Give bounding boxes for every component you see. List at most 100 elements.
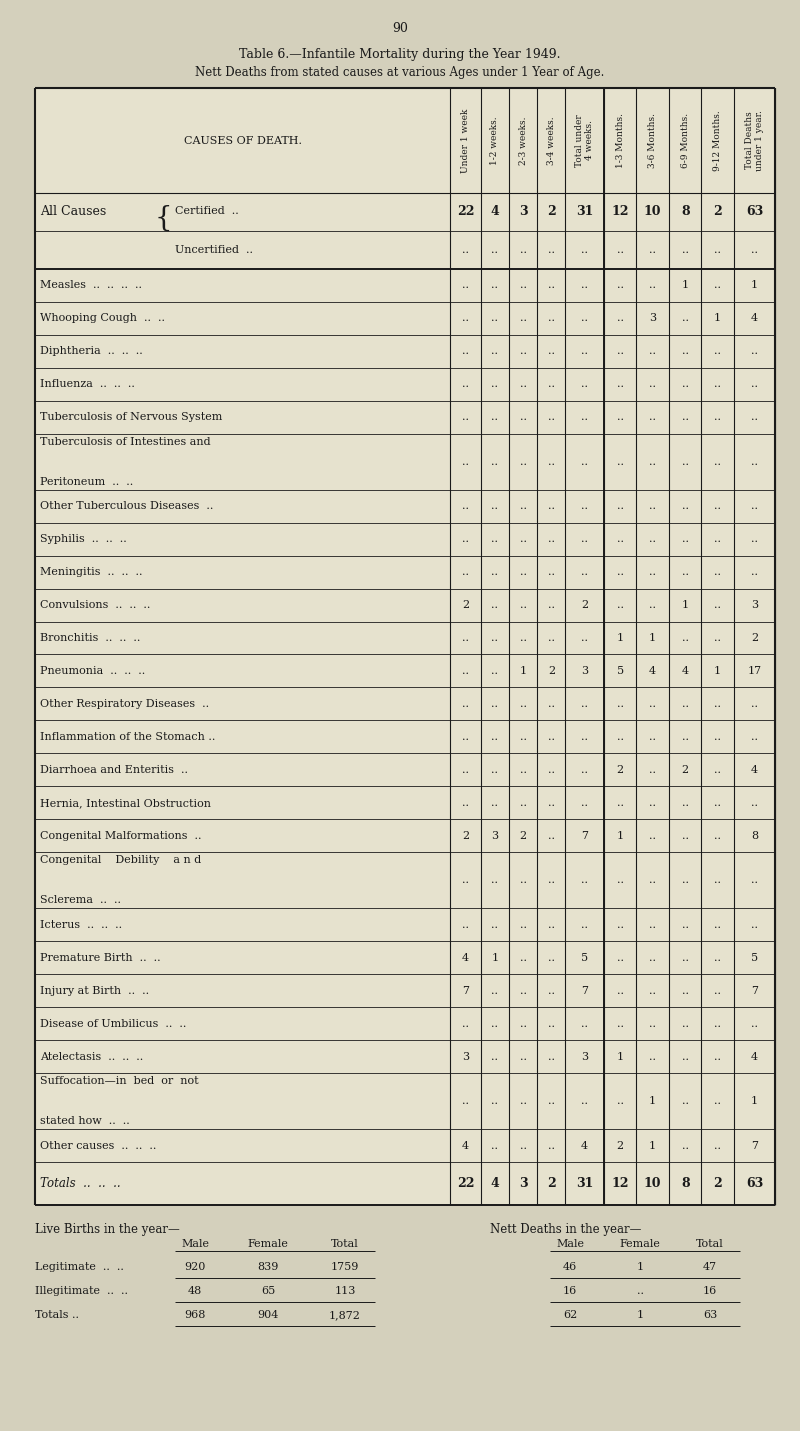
Text: ..: .. xyxy=(617,280,624,290)
Text: ..: .. xyxy=(751,876,758,886)
Text: ..: .. xyxy=(649,280,656,290)
Text: ..: .. xyxy=(649,920,656,930)
Text: Total under
4 weeks.: Total under 4 weeks. xyxy=(575,114,594,167)
Text: ..: .. xyxy=(548,534,555,544)
Text: Syphilis  ..  ..  ..: Syphilis .. .. .. xyxy=(40,534,126,544)
Text: 90: 90 xyxy=(392,21,408,34)
Text: ..: .. xyxy=(462,731,469,741)
Text: 4: 4 xyxy=(649,665,656,675)
Text: ..: .. xyxy=(714,798,721,809)
Text: 968: 968 xyxy=(184,1309,206,1319)
Text: Premature Birth  ..  ..: Premature Birth .. .. xyxy=(40,953,161,963)
Text: ..: .. xyxy=(714,831,721,841)
Text: ..: .. xyxy=(548,831,555,841)
Text: ..: .. xyxy=(714,953,721,963)
Text: ..: .. xyxy=(491,698,498,708)
Text: Tuberculosis of Intestines and: Tuberculosis of Intestines and xyxy=(40,436,210,446)
Text: ..: .. xyxy=(617,1096,624,1106)
Text: ..: .. xyxy=(520,379,526,389)
Text: ..: .. xyxy=(582,456,588,467)
Text: 2: 2 xyxy=(547,206,556,219)
Text: ..: .. xyxy=(520,534,526,544)
Text: ..: .. xyxy=(714,1019,721,1029)
Text: ..: .. xyxy=(582,920,588,930)
Text: ..: .. xyxy=(682,633,689,643)
Text: 5: 5 xyxy=(581,953,588,963)
Text: ..: .. xyxy=(462,534,469,544)
Text: ..: .. xyxy=(520,567,526,577)
Text: ..: .. xyxy=(462,798,469,809)
Text: 48: 48 xyxy=(188,1286,202,1296)
Text: 1: 1 xyxy=(617,1052,624,1062)
Text: ..: .. xyxy=(617,1019,624,1029)
Text: ..: .. xyxy=(520,1141,526,1151)
Text: ..: .. xyxy=(582,379,588,389)
Text: ..: .. xyxy=(617,953,624,963)
Text: ..: .. xyxy=(491,1019,498,1029)
Text: ..: .. xyxy=(491,456,498,467)
Text: ..: .. xyxy=(751,501,758,511)
Text: 839: 839 xyxy=(258,1262,278,1272)
Text: 8: 8 xyxy=(681,1178,690,1191)
Text: 12: 12 xyxy=(611,206,629,219)
Text: ..: .. xyxy=(462,698,469,708)
Text: 5: 5 xyxy=(751,953,758,963)
Text: 2: 2 xyxy=(751,633,758,643)
Text: 62: 62 xyxy=(563,1309,577,1319)
Bar xyxy=(35,87,775,1205)
Text: 1: 1 xyxy=(637,1309,643,1319)
Text: ..: .. xyxy=(491,346,498,356)
Text: 16: 16 xyxy=(563,1286,577,1296)
Text: 3-6 Months.: 3-6 Months. xyxy=(648,113,657,167)
Text: ..: .. xyxy=(491,280,498,290)
Text: 2: 2 xyxy=(617,766,624,774)
Text: Illegitimate  ..  ..: Illegitimate .. .. xyxy=(35,1286,128,1296)
Text: ..: .. xyxy=(548,313,555,323)
Text: ..: .. xyxy=(491,412,498,422)
Text: ..: .. xyxy=(462,920,469,930)
Text: 3: 3 xyxy=(519,206,527,219)
Text: Total: Total xyxy=(696,1239,724,1249)
Text: 5: 5 xyxy=(617,665,624,675)
Text: ..: .. xyxy=(582,766,588,774)
Text: stated how  ..  ..: stated how .. .. xyxy=(40,1116,130,1126)
Text: Tuberculosis of Nervous System: Tuberculosis of Nervous System xyxy=(40,412,222,422)
Text: Inflammation of the Stomach ..: Inflammation of the Stomach .. xyxy=(40,731,215,741)
Text: ..: .. xyxy=(520,766,526,774)
Text: ..: .. xyxy=(751,245,758,255)
Text: ..: .. xyxy=(714,346,721,356)
Text: ..: .. xyxy=(649,1019,656,1029)
Text: 65: 65 xyxy=(261,1286,275,1296)
Text: ..: .. xyxy=(491,379,498,389)
Text: 63: 63 xyxy=(703,1309,717,1319)
Text: ..: .. xyxy=(751,346,758,356)
Text: 2: 2 xyxy=(682,766,689,774)
Text: ..: .. xyxy=(582,1019,588,1029)
Text: ..: .. xyxy=(617,600,624,610)
Text: 7: 7 xyxy=(751,986,758,996)
Text: ..: .. xyxy=(617,534,624,544)
Text: ..: .. xyxy=(491,245,498,255)
Text: ..: .. xyxy=(714,1052,721,1062)
Text: ..: .. xyxy=(617,731,624,741)
Text: ..: .. xyxy=(491,633,498,643)
Text: Pneumonia  ..  ..  ..: Pneumonia .. .. .. xyxy=(40,665,146,675)
Text: 1,872: 1,872 xyxy=(329,1309,361,1319)
Text: 22: 22 xyxy=(457,1178,474,1191)
Text: 3: 3 xyxy=(581,1052,588,1062)
Text: ..: .. xyxy=(582,1096,588,1106)
Text: 1: 1 xyxy=(617,633,624,643)
Text: 8: 8 xyxy=(751,831,758,841)
Text: 6-9 Months.: 6-9 Months. xyxy=(681,113,690,167)
Text: Diarrhoea and Enteritis  ..: Diarrhoea and Enteritis .. xyxy=(40,766,188,774)
Text: ..: .. xyxy=(649,412,656,422)
Text: ..: .. xyxy=(582,567,588,577)
Text: ..: .. xyxy=(520,1052,526,1062)
Text: Uncertified  ..: Uncertified .. xyxy=(175,245,253,255)
Text: 12: 12 xyxy=(611,1178,629,1191)
Text: ..: .. xyxy=(617,456,624,467)
Text: 2: 2 xyxy=(548,665,555,675)
Text: ..: .. xyxy=(714,534,721,544)
Text: ..: .. xyxy=(491,665,498,675)
Text: Female: Female xyxy=(247,1239,289,1249)
